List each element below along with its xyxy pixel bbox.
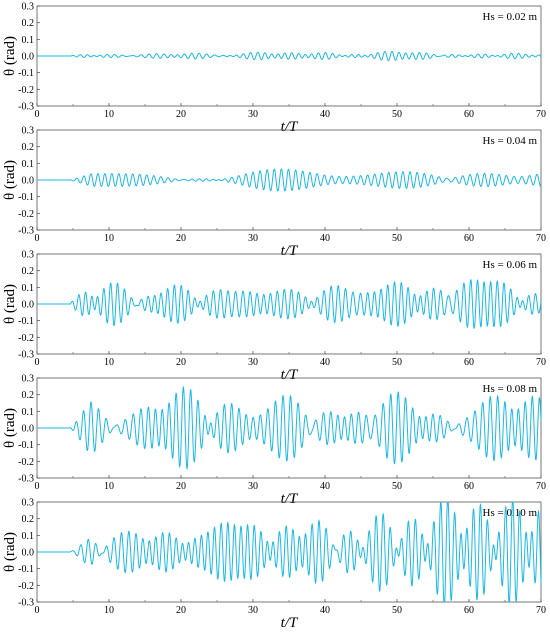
- y-tick-label: 0.3: [22, 374, 35, 385]
- y-tick-label: 0.2: [22, 514, 35, 525]
- y-tick-label: 0.3: [22, 2, 35, 13]
- plot-frame: [36, 129, 542, 231]
- hs-annotation: Hs = 0.06 m: [483, 259, 538, 271]
- y-tick-label: 0.1: [22, 283, 35, 294]
- y-tick-label: -0.2: [18, 581, 34, 592]
- y-tick-label: -0.2: [18, 457, 34, 468]
- y-tick-label: -0.3: [18, 598, 34, 609]
- x-tick-label: 60: [464, 605, 474, 616]
- x-tick-label: 10: [104, 357, 114, 368]
- y-tick-label: -0.2: [18, 209, 34, 220]
- y-axis-label: θ (rad): [2, 284, 18, 324]
- y-tick-label: 0.3: [22, 126, 35, 137]
- series-line: [37, 168, 542, 192]
- x-tick-label: 0: [35, 109, 40, 120]
- x-tick-label: 50: [392, 109, 402, 120]
- series-line: [37, 385, 542, 471]
- x-tick-label: 40: [320, 109, 330, 120]
- x-tick-label: 30: [248, 481, 258, 492]
- x-axis-label: t/T: [281, 367, 299, 383]
- x-tick-label: 20: [176, 357, 186, 368]
- x-tick-label: 20: [176, 233, 186, 244]
- y-axis-label: θ (rad): [2, 408, 18, 448]
- series-line: [37, 501, 542, 603]
- x-tick-label: 20: [176, 481, 186, 492]
- y-tick-label: -0.3: [18, 350, 34, 361]
- hs-annotation: Hs = 0.08 m: [483, 383, 538, 395]
- x-tick-label: 50: [392, 357, 402, 368]
- x-axis-label: t/T: [281, 491, 299, 507]
- hs-annotation: Hs = 0.02 m: [483, 11, 538, 23]
- x-tick-label: 70: [536, 233, 546, 244]
- x-tick-label: 30: [248, 357, 258, 368]
- x-tick-label: 30: [248, 109, 258, 120]
- x-tick-label: 0: [35, 605, 40, 616]
- x-tick-label: 70: [536, 605, 546, 616]
- y-tick-label: 0.3: [22, 498, 35, 509]
- x-tick-label: 50: [392, 481, 402, 492]
- y-tick-label: 0.0: [22, 548, 35, 559]
- y-tick-label: -0.2: [18, 85, 34, 96]
- y-tick-label: 0.1: [22, 159, 35, 170]
- x-tick-label: 20: [176, 605, 186, 616]
- y-tick-label: 0.2: [22, 18, 35, 29]
- x-tick-label: 70: [536, 357, 546, 368]
- x-tick-label: 40: [320, 233, 330, 244]
- y-tick-label: -0.3: [18, 102, 34, 113]
- x-tick-label: 60: [464, 109, 474, 120]
- x-tick-label: 10: [104, 233, 114, 244]
- y-tick-label: 0.0: [22, 176, 35, 187]
- x-tick-label: 0: [35, 233, 40, 244]
- y-tick-label: 0.3: [22, 250, 35, 261]
- y-tick-label: 0.0: [22, 52, 35, 63]
- y-tick-label: -0.2: [18, 333, 34, 344]
- y-tick-label: -0.1: [18, 192, 34, 203]
- series-line: [37, 279, 542, 330]
- y-axis-label: θ (rad): [2, 36, 18, 76]
- y-tick-label: -0.1: [18, 564, 34, 575]
- y-tick-label: 0.1: [22, 531, 35, 542]
- x-tick-label: 60: [464, 357, 474, 368]
- y-tick-label: 0.1: [22, 35, 35, 46]
- x-tick-label: 50: [392, 233, 402, 244]
- x-axis-label: t/T: [281, 615, 299, 631]
- y-tick-label: -0.3: [18, 474, 34, 485]
- x-tick-label: 40: [320, 605, 330, 616]
- y-tick-label: 0.2: [22, 142, 35, 153]
- hs-annotation: Hs = 0.04 m: [483, 135, 538, 147]
- y-tick-label: -0.1: [18, 68, 34, 79]
- x-tick-label: 10: [104, 109, 114, 120]
- x-tick-label: 40: [320, 357, 330, 368]
- hs-annotation: Hs = 0.10 m: [483, 507, 538, 519]
- y-tick-label: 0.2: [22, 266, 35, 277]
- x-tick-label: 50: [392, 605, 402, 616]
- y-tick-label: 0.2: [22, 390, 35, 401]
- x-tick-label: 60: [464, 233, 474, 244]
- x-tick-label: 40: [320, 481, 330, 492]
- y-tick-label: -0.3: [18, 226, 34, 237]
- x-tick-label: 70: [536, 109, 546, 120]
- y-axis-label: θ (rad): [2, 160, 18, 200]
- y-tick-label: -0.1: [18, 440, 34, 451]
- y-tick-label: -0.1: [18, 316, 34, 327]
- series-line: [37, 50, 542, 62]
- x-tick-label: 30: [248, 605, 258, 616]
- y-tick-label: 0.0: [22, 424, 35, 435]
- y-tick-label: 0.1: [22, 407, 35, 418]
- x-axis-label: t/T: [281, 119, 299, 135]
- x-tick-label: 20: [176, 109, 186, 120]
- y-axis-label: θ (rad): [2, 532, 18, 572]
- x-tick-label: 70: [536, 481, 546, 492]
- x-tick-label: 60: [464, 481, 474, 492]
- x-tick-label: 10: [104, 481, 114, 492]
- x-tick-label: 10: [104, 605, 114, 616]
- x-tick-label: 0: [35, 357, 40, 368]
- x-tick-label: 30: [248, 233, 258, 244]
- x-axis-label: t/T: [281, 243, 299, 259]
- y-tick-label: 0.0: [22, 300, 35, 311]
- x-tick-label: 0: [35, 481, 40, 492]
